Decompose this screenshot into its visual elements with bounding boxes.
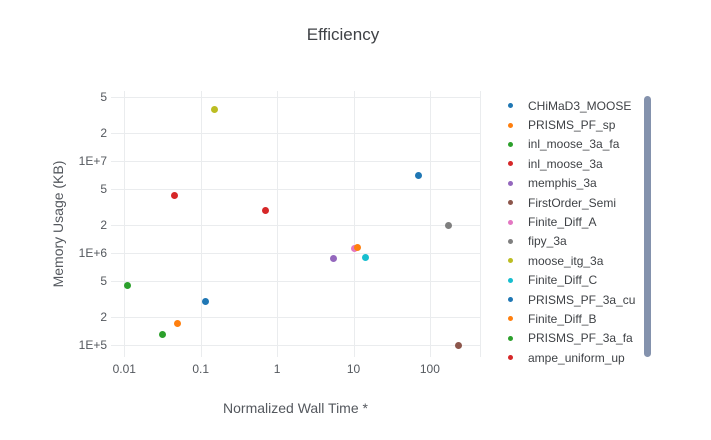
legend-scrollbar[interactable] xyxy=(644,96,651,357)
legend-marker-icon xyxy=(508,161,513,167)
data-point-PRISMS_PF_3a_fa xyxy=(159,331,167,338)
legend-marker-icon xyxy=(508,277,513,283)
x-tick-label: 0.1 xyxy=(192,362,210,376)
y-gridline xyxy=(111,253,480,254)
legend-item-PRISMS_PF_sp[interactable]: PRISMS_PF_sp xyxy=(500,115,635,134)
data-point-inl_moose_3a xyxy=(261,207,269,214)
x-tick-label: 100 xyxy=(419,362,440,376)
x-gridline xyxy=(200,91,202,357)
legend-item-label: fipy_3a xyxy=(528,234,567,249)
legend-item-label: Finite_Diff_A xyxy=(528,215,597,230)
legend-item-label: ampe_uniform_up xyxy=(528,350,625,365)
y-gridline xyxy=(111,133,480,135)
legend-item-inl_moose_3a_fa[interactable]: inl_moose_3a_fa xyxy=(500,135,635,154)
x-gridline xyxy=(429,91,431,357)
legend-marker-icon xyxy=(508,355,513,361)
legend-item-label: CHiMaD3_MOOSE xyxy=(528,98,632,113)
y-tick-label: 2 xyxy=(100,126,107,141)
y-tick-label: 5 xyxy=(100,273,107,288)
chart-title: Efficiency xyxy=(306,25,380,44)
y-gridline xyxy=(111,188,480,190)
data-point-memphis_3a xyxy=(329,255,337,263)
data-point-fipy_3a xyxy=(445,221,452,229)
x-axis-title: Normalized Wall Time * xyxy=(223,400,368,416)
legend-marker-icon xyxy=(508,141,513,147)
legend-item-label: Finite_Diff_C xyxy=(528,273,598,288)
legend-item-memphis_3a[interactable]: memphis_3a xyxy=(500,174,635,193)
data-point-ampe_uniform_up xyxy=(170,192,178,200)
legend-item-ampe_uniform_up[interactable]: ampe_uniform_up xyxy=(500,348,635,367)
y-tick-label: 5 xyxy=(100,181,107,196)
legend-marker-icon xyxy=(508,238,513,244)
legend-marker-icon xyxy=(508,316,513,322)
data-point-PRISMS_PF_3a_cu xyxy=(202,297,210,305)
y-tick-label: 1E+5 xyxy=(78,338,107,352)
y-tick-label: 1E+6 xyxy=(78,246,107,260)
legend-item-Finite_Diff_A[interactable]: Finite_Diff_A xyxy=(500,212,635,231)
plot-right-border xyxy=(480,91,481,357)
data-point-Finite_Diff_B xyxy=(353,244,361,252)
x-tick-label: 10 xyxy=(346,362,361,376)
plot-area xyxy=(111,91,481,357)
y-gridline xyxy=(111,345,480,346)
data-point-moose_itg_3a xyxy=(211,106,219,114)
y-gridline xyxy=(111,225,480,227)
legend-item-fipy_3a[interactable]: fipy_3a xyxy=(500,232,635,251)
legend-item-moose_itg_3a[interactable]: moose_itg_3a xyxy=(500,251,635,270)
y-gridline xyxy=(111,280,480,282)
data-point-CHiMaD3_MOOSE xyxy=(415,172,422,180)
legend-marker-icon xyxy=(508,180,513,186)
legend: CHiMaD3_MOOSE PRISMS_PF_sp inl_moose_3a_fa… xyxy=(500,96,635,367)
legend-item-label: moose_itg_3a xyxy=(528,253,604,268)
data-point-FirstOrder_Semi xyxy=(454,341,462,349)
y-tick-label: 2 xyxy=(100,218,107,233)
y-tick-label: 1E+7 xyxy=(78,154,107,168)
legend-marker-icon xyxy=(508,122,513,128)
legend-marker-icon xyxy=(508,219,513,225)
y-axis-title: Memory Usage (KB) xyxy=(50,160,66,288)
legend-item-label: inl_moose_3a_fa xyxy=(528,137,620,152)
legend-item-FirstOrder_Semi[interactable]: FirstOrder_Semi xyxy=(500,193,635,212)
legend-item-CHiMaD3_MOOSE[interactable]: CHiMaD3_MOOSE xyxy=(500,96,635,115)
data-point-PRISMS_PF_sp xyxy=(173,320,181,328)
legend-item-PRISMS_PF_3a_cu[interactable]: PRISMS_PF_3a_cu xyxy=(500,290,635,309)
legend-item-label: FirstOrder_Semi xyxy=(528,195,617,210)
legend-item-label: PRISMS_PF_3a_cu xyxy=(528,292,636,307)
x-gridline xyxy=(277,91,279,357)
y-gridline xyxy=(111,317,480,319)
legend-item-label: PRISMS_PF_3a_fa xyxy=(528,331,633,346)
legend-item-Finite_Diff_B[interactable]: Finite_Diff_B xyxy=(500,309,635,328)
x-gridline xyxy=(353,91,355,357)
x-tick-label: 1 xyxy=(273,362,281,376)
y-gridline xyxy=(111,161,480,162)
legend-marker-icon xyxy=(508,103,513,109)
legend-marker-icon xyxy=(508,335,513,341)
legend-item-inl_moose_3a[interactable]: inl_moose_3a xyxy=(500,154,635,173)
y-tick-label: 5 xyxy=(100,89,107,104)
legend-item-label: memphis_3a xyxy=(528,176,597,191)
legend-marker-icon xyxy=(508,258,513,264)
legend-item-Finite_Diff_C[interactable]: Finite_Diff_C xyxy=(500,271,635,290)
legend-marker-icon xyxy=(508,200,513,206)
legend-item-PRISMS_PF_3a_fa[interactable]: PRISMS_PF_3a_fa xyxy=(500,329,635,348)
legend-item-label: Finite_Diff_B xyxy=(528,311,597,326)
data-point-Finite_Diff_C xyxy=(361,253,369,261)
y-tick-label: 2 xyxy=(100,310,107,325)
legend-item-label: PRISMS_PF_sp xyxy=(528,118,616,133)
legend-marker-icon xyxy=(508,297,513,303)
data-point-inl_moose_3a_fa xyxy=(124,282,131,290)
y-gridline xyxy=(111,96,480,98)
legend-item-label: inl_moose_3a xyxy=(528,156,603,171)
x-tick-label: 0.01 xyxy=(112,362,136,376)
x-gridline xyxy=(124,91,126,357)
